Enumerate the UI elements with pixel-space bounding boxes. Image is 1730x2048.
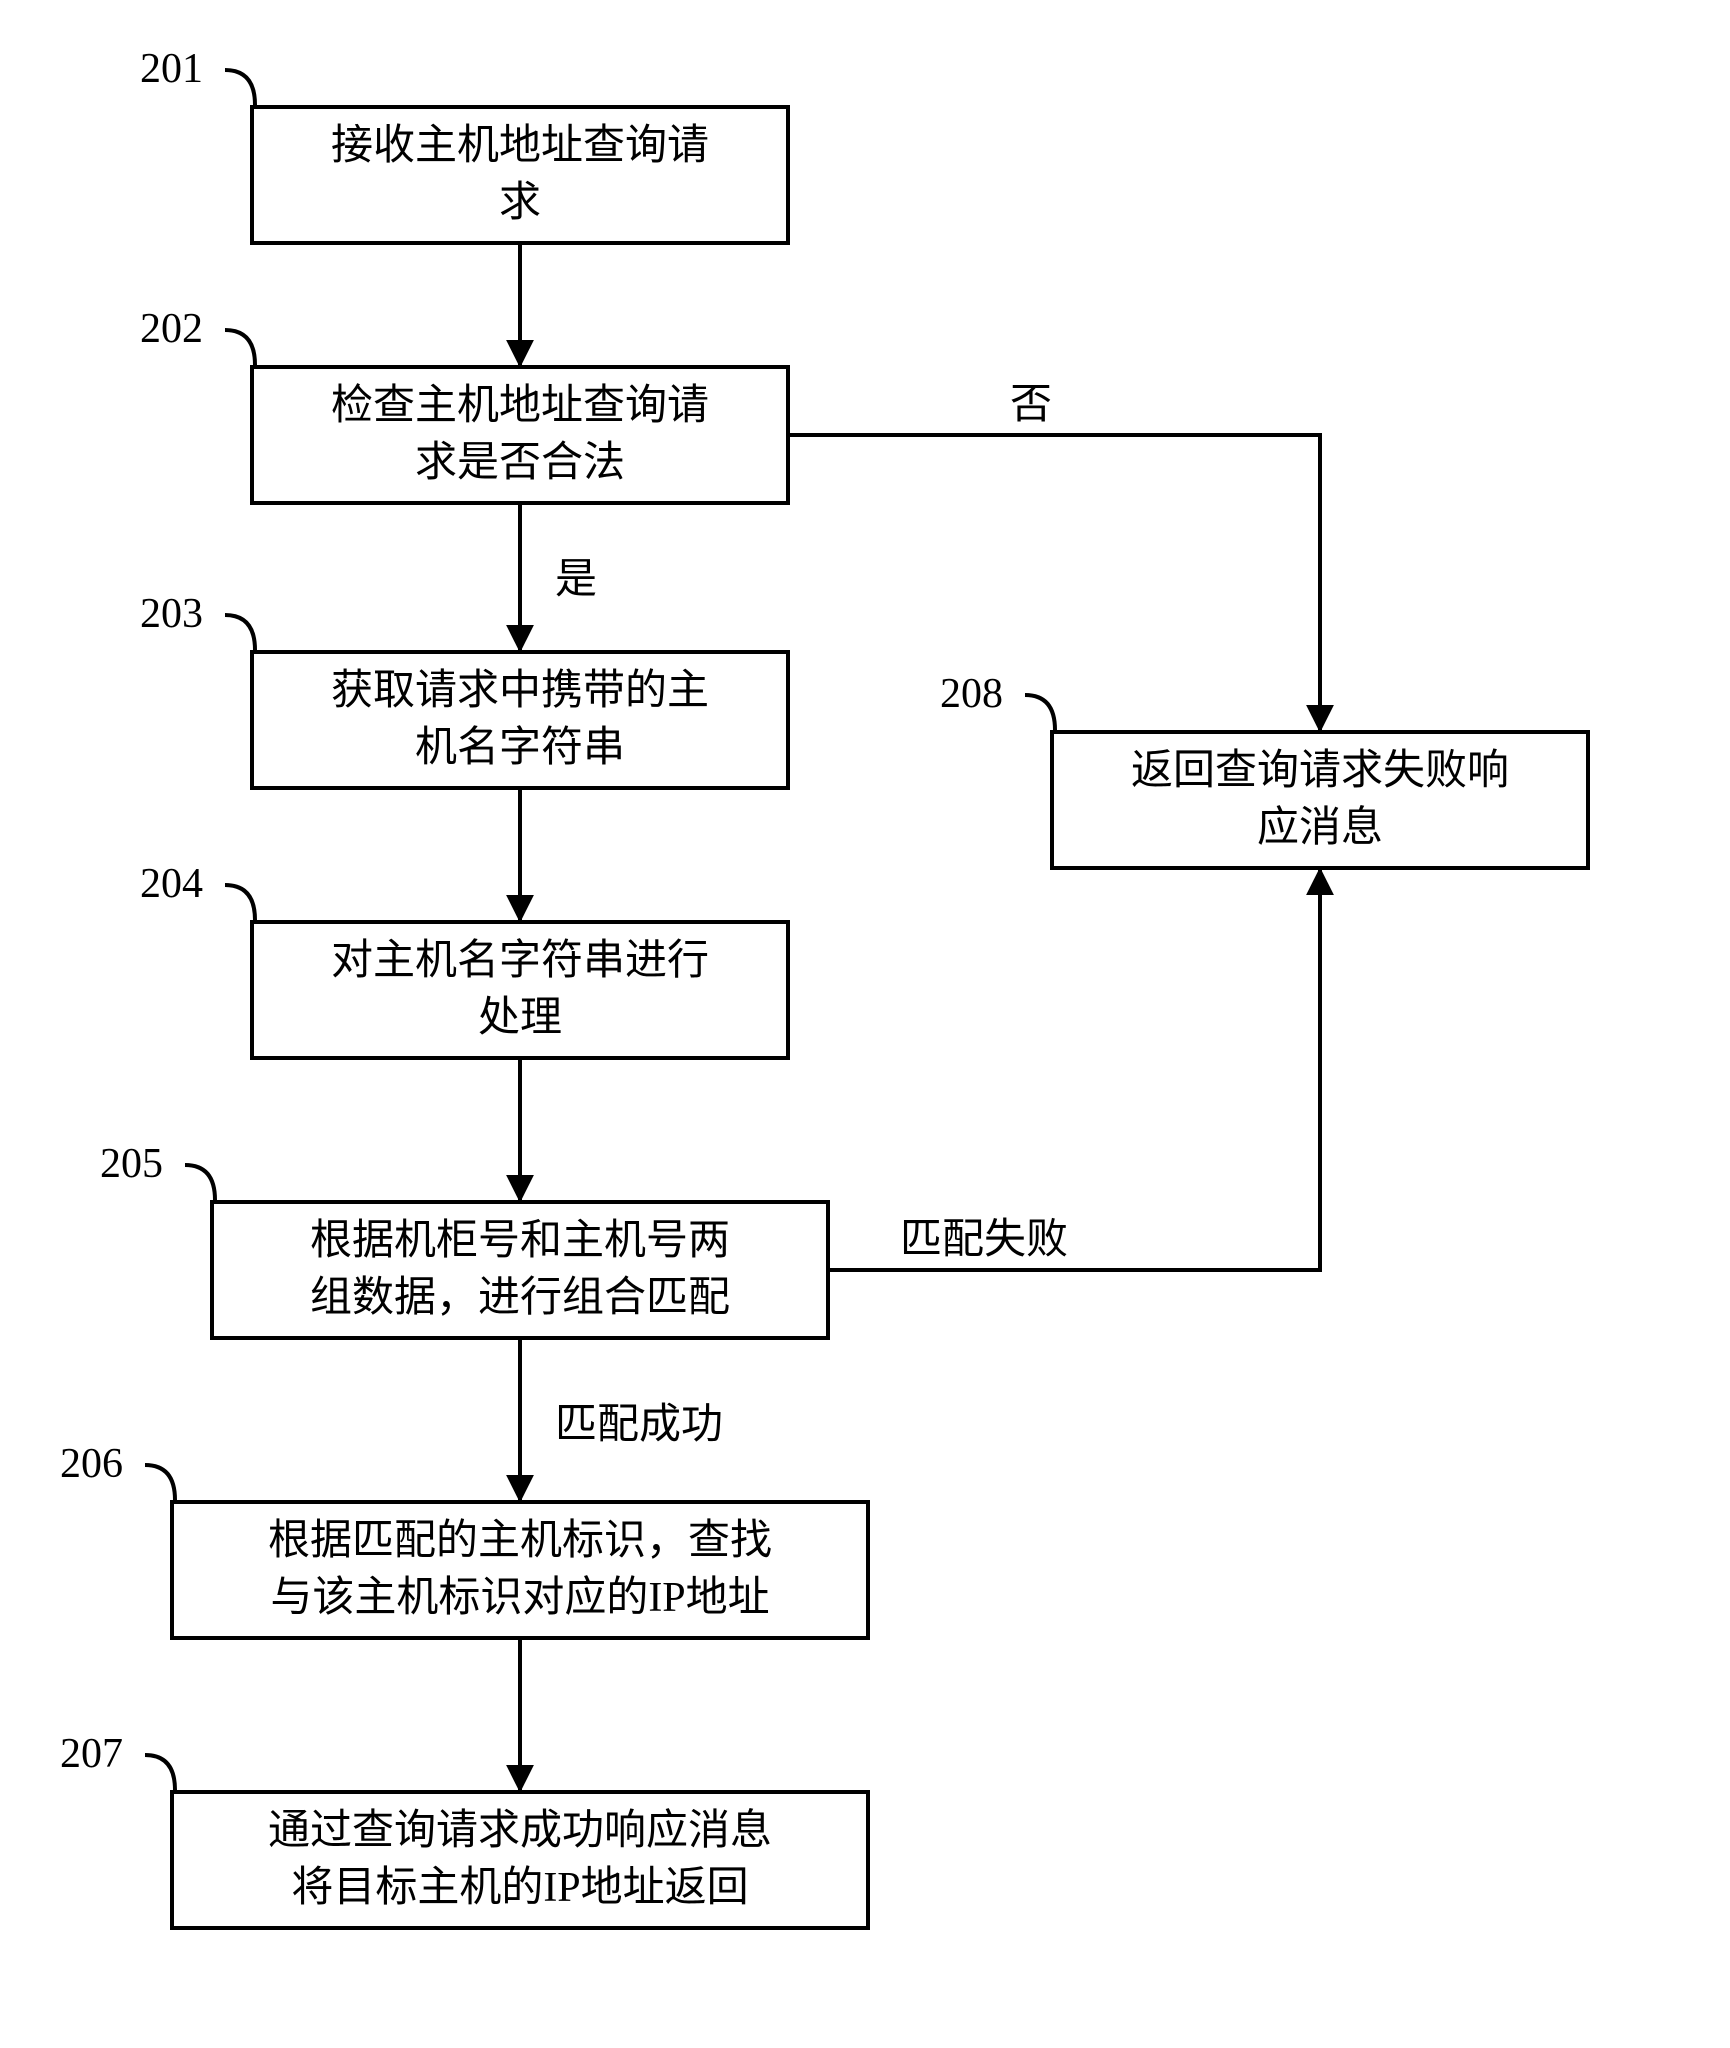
ref-connector: [225, 885, 255, 920]
ref-connector: [225, 615, 255, 650]
flow-node-text: 根据匹配的主机标识，查找与该主机标识对应的IP地址: [268, 1513, 772, 1626]
ref-connector: [185, 1165, 215, 1200]
flow-node-text: 获取请求中携带的主机名字符串: [331, 663, 709, 776]
ref-connector: [145, 1755, 175, 1790]
flow-node-text: 检查主机地址查询请求是否合法: [331, 378, 709, 491]
ref-connector: [225, 330, 255, 365]
edge-label: 是: [555, 545, 597, 606]
ref-connector: [1025, 695, 1055, 730]
edge-label: 匹配成功: [555, 1390, 723, 1451]
ref-connector: [145, 1465, 175, 1500]
ref-label-n202: 202: [140, 305, 203, 353]
ref-label-n205: 205: [100, 1140, 163, 1188]
ref-label-n207: 207: [60, 1730, 123, 1778]
flow-node-text: 接收主机地址查询请求: [331, 118, 709, 231]
flow-node-n207: 通过查询请求成功响应消息将目标主机的IP地址返回: [170, 1790, 870, 1930]
flow-node-text: 根据机柜号和主机号两组数据，进行组合匹配: [310, 1213, 730, 1326]
ref-connector: [225, 70, 255, 105]
flow-node-n201: 接收主机地址查询请求: [250, 105, 790, 245]
edge-label: 否: [1010, 370, 1052, 431]
ref-label-n201: 201: [140, 45, 203, 93]
ref-label-n203: 203: [140, 590, 203, 638]
ref-label-n204: 204: [140, 860, 203, 908]
flow-node-n205: 根据机柜号和主机号两组数据，进行组合匹配: [210, 1200, 830, 1340]
flow-node-n202: 检查主机地址查询请求是否合法: [250, 365, 790, 505]
flow-node-text: 返回查询请求失败响应消息: [1131, 743, 1509, 856]
flow-node-n204: 对主机名字符串进行处理: [250, 920, 790, 1060]
ref-label-n206: 206: [60, 1440, 123, 1488]
flow-node-text: 对主机名字符串进行处理: [331, 933, 709, 1046]
ref-label-n208: 208: [940, 670, 1003, 718]
edge-n202-n208: [790, 435, 1320, 730]
flow-node-n203: 获取请求中携带的主机名字符串: [250, 650, 790, 790]
edge-label: 匹配失败: [900, 1205, 1068, 1266]
flow-node-n208: 返回查询请求失败响应消息: [1050, 730, 1590, 870]
flow-node-text: 通过查询请求成功响应消息将目标主机的IP地址返回: [268, 1803, 772, 1916]
flow-node-n206: 根据匹配的主机标识，查找与该主机标识对应的IP地址: [170, 1500, 870, 1640]
